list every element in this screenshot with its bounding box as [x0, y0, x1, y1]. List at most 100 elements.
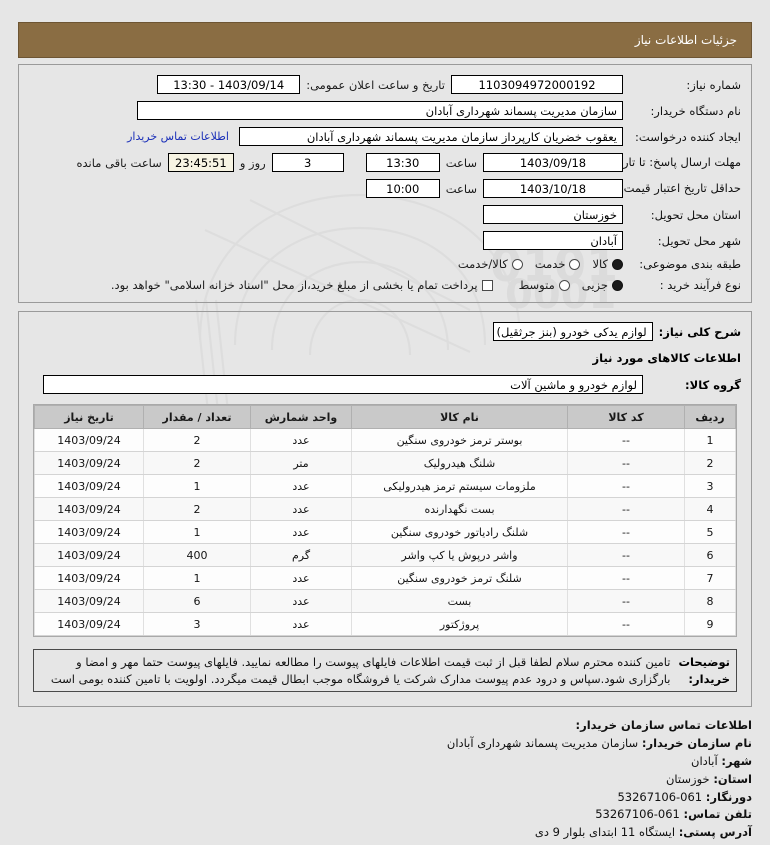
contact-title: اطلاعات تماس سازمان خریدار:: [575, 718, 752, 733]
treasury-checkbox-icon[interactable]: [481, 279, 493, 291]
validity-hour-label: ساعت: [445, 181, 477, 196]
cell-qty: 1: [143, 566, 251, 590]
need-number-value: 1103094972000192: [451, 75, 623, 94]
table-row: 8 -- بست عدد 6 1403/09/24: [34, 589, 736, 613]
cell-radif: 6: [684, 543, 736, 567]
cell-name: شلنگ هیدرولیک: [351, 451, 568, 475]
cell-radif: 7: [684, 566, 736, 590]
days-and-label: روز و: [239, 155, 266, 170]
classification-option-kala-khedmat[interactable]: کالا/خدمت: [458, 257, 523, 271]
radio-jozei-icon[interactable]: [612, 279, 623, 291]
radio-kala-khedmat-icon[interactable]: [511, 258, 523, 270]
goods-group-value: لوازم خودرو و ماشین آلات: [43, 375, 643, 394]
cell-code: --: [567, 428, 685, 452]
items-table: ردیف کد کالا نام کالا واحد شمارش تعداد /…: [34, 405, 736, 636]
buyer-org-label: نام دستگاه خریدار:: [650, 103, 741, 118]
process-option-motevaset[interactable]: متوسط: [519, 278, 570, 292]
cell-unit: متر: [250, 451, 352, 475]
need-desc-label: شرح کلی نیاز:: [658, 324, 741, 339]
goods-group-label: گروه کالا:: [685, 377, 741, 392]
need-details-panel: شماره نیاز: 1103094972000192 تاریخ و ساع…: [18, 64, 752, 303]
remaining-suffix: ساعت باقی مانده: [76, 155, 162, 170]
contact-address-label: آدرس پستی:: [678, 825, 752, 840]
cell-code: --: [567, 589, 685, 613]
radio-khedmat-icon[interactable]: [569, 258, 581, 270]
contact-phone-label: تلفن تماس:: [683, 807, 752, 822]
buyer-org-value: سازمان مدیریت پسماند شهرداری آبادان: [137, 101, 623, 120]
cell-code: --: [567, 520, 685, 544]
cell-date: 1403/09/24: [34, 612, 144, 636]
contact-fax-label: دورنگار:: [705, 789, 752, 804]
cell-unit: عدد: [250, 612, 352, 636]
col-date: تاریخ نیاز: [34, 405, 144, 429]
items-table-wrapper: ردیف کد کالا نام کالا واحد شمارش تعداد /…: [33, 404, 737, 637]
contact-phone-row: تلفن تماس: 53267106-061: [18, 806, 752, 824]
cell-radif: 5: [684, 520, 736, 544]
cell-unit: عدد: [250, 566, 352, 590]
cell-date: 1403/09/24: [34, 428, 144, 452]
province-value: خوزستان: [483, 205, 623, 224]
contact-address-value: ایستگاه 11 ابتدای بلوار 9 دی: [534, 825, 676, 840]
table-row: 3 -- ملزومات سیستم ترمز هیدرولیکی عدد 1 1403/…: [34, 474, 736, 498]
goods-panel: شرح کلی نیاز: لوازم یدکی خودرو (بنز جرثق…: [18, 311, 752, 708]
cell-code: --: [567, 612, 685, 636]
row-need-number: شماره نیاز: 1103094972000192 تاریخ و ساع…: [29, 75, 741, 94]
col-name: نام کالا: [351, 405, 568, 429]
deadline-hour-label: ساعت: [445, 155, 477, 170]
requester-value: یعقوب خضریان کارپرداز سازمان مدیریت پسما…: [239, 127, 623, 146]
deadline-time: 13:30: [365, 153, 440, 172]
contact-fax-row: دورنگار: 53267106-061: [18, 789, 752, 807]
cell-code: --: [567, 474, 685, 498]
contact-org-row: نام سازمان خریدار: سازمان مدیریت پسماند …: [18, 735, 752, 753]
validity-time: 10:00: [365, 179, 440, 198]
buyer-contact-section: اطلاعات تماس سازمان خریدار: نام سازمان خ…: [18, 717, 752, 842]
row-classification: طبقه بندی موضوعی: کالا خدمت کالا/خدمت: [29, 257, 741, 271]
province-label: استان محل تحویل:: [650, 207, 741, 222]
treasury-checkbox-label: پرداخت تمام یا بخشی از مبلغ خرید،از محل …: [110, 278, 478, 292]
row-requester: ایجاد کننده درخواست: یعقوب خضریان کارپرد…: [29, 127, 741, 146]
buyer-contact-link[interactable]: اطلاعات تماس خریدار: [127, 130, 229, 143]
cell-name: پروژکتور: [351, 612, 568, 636]
contact-city-value: آبادان: [691, 753, 718, 768]
cell-unit: عدد: [250, 428, 352, 452]
contact-address-row: آدرس پستی: ایستگاه 11 ابتدای بلوار 9 دی: [18, 824, 752, 842]
col-qty: تعداد / مقدار: [143, 405, 251, 429]
table-row: 6 -- واشر درپوش یا کپ واشر گرم 400 1403/09/24: [34, 543, 736, 567]
table-row: 7 -- شلنگ ترمز خودروی سنگین عدد 1 1403/09/24: [34, 566, 736, 590]
process-option-jozei[interactable]: جزیی: [582, 278, 623, 292]
row-province: استان محل تحویل: خوزستان: [29, 205, 741, 224]
cell-date: 1403/09/24: [34, 451, 144, 475]
cell-qty: 1: [143, 520, 251, 544]
buyer-notes-text: تامین کننده محترم سلام لطفا قبل از ثبت ق…: [40, 654, 671, 687]
validity-date: 1403/10/18: [483, 179, 623, 198]
cell-date: 1403/09/24: [34, 566, 144, 590]
cell-date: 1403/09/24: [34, 589, 144, 613]
radio-motevaset-icon[interactable]: [558, 279, 570, 291]
table-row: 4 -- بست نگهدارنده عدد 2 1403/09/24: [34, 497, 736, 521]
cell-radif: 4: [684, 497, 736, 521]
classification-option-khedmat[interactable]: خدمت: [535, 257, 581, 271]
contact-city-label: شهر:: [721, 753, 752, 768]
city-label: شهر محل تحویل:: [657, 233, 741, 248]
cell-date: 1403/09/24: [34, 543, 144, 567]
cell-qty: 400: [143, 543, 251, 567]
cell-code: --: [567, 543, 685, 567]
contact-org-value: سازمان مدیریت پسماند شهرداری آبادان: [446, 736, 639, 751]
cell-name: بست: [351, 589, 568, 613]
cell-qty: 1: [143, 474, 251, 498]
items-table-body: 1 -- بوستر ترمز خودروی سنگین عدد 2 1403/09/24…: [34, 428, 736, 636]
treasury-checkbox-group[interactable]: پرداخت تمام یا بخشی از مبلغ خرید،از محل …: [111, 278, 493, 292]
contact-province-row: استان: خوزستان: [18, 771, 752, 789]
cell-code: --: [567, 497, 685, 521]
buyer-notes-label-line1: توضیحات: [678, 655, 731, 669]
row-deadline: مهلت ارسال پاسخ: تا تاریخ: 1403/09/18 سا…: [29, 153, 741, 172]
cell-qty: 2: [143, 451, 251, 475]
cell-radif: 9: [684, 612, 736, 636]
table-row: 2 -- شلنگ هیدرولیک متر 2 1403/09/24: [34, 451, 736, 475]
classification-option-kala-khedmat-label: کالا/خدمت: [457, 257, 508, 271]
cell-date: 1403/09/24: [34, 474, 144, 498]
radio-kala-icon[interactable]: [612, 258, 623, 270]
cell-unit: عدد: [250, 497, 352, 521]
requester-label: ایجاد کننده درخواست:: [635, 129, 741, 144]
classification-option-kala[interactable]: کالا: [592, 257, 623, 271]
